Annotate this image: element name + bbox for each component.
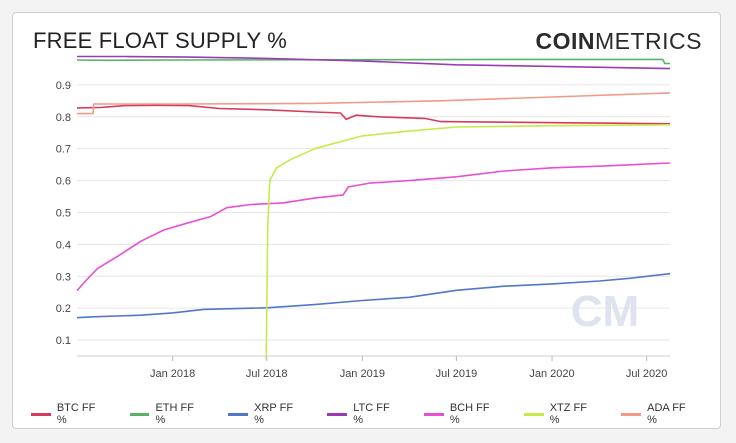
legend-item-xtz[interactable]: XTZ FF % bbox=[523, 402, 599, 426]
legend-swatch bbox=[621, 412, 642, 416]
series-line-ada bbox=[77, 92, 671, 115]
y-tick-label: 0.3 bbox=[56, 271, 71, 283]
logo-light-text: METRICS bbox=[595, 28, 702, 54]
logo-bold-text: COIN bbox=[535, 28, 595, 54]
line-chart: CM 0.10.20.30.40.50.60.70.80.9 Jan 2018 J… bbox=[56, 55, 671, 380]
legend-item-ltc[interactable]: LTC FF % bbox=[327, 402, 402, 426]
legend-swatch bbox=[129, 412, 150, 416]
legend-label: BTC FF % bbox=[56, 402, 96, 426]
legend-item-eth[interactable]: ETH FF % bbox=[129, 402, 207, 426]
x-tick-label: Jul 2018 bbox=[246, 368, 288, 380]
legend-swatch bbox=[31, 412, 51, 416]
cm-watermark: CM bbox=[571, 287, 639, 336]
legend-item-bch[interactable]: BCH FF % bbox=[424, 402, 502, 426]
series-group bbox=[76, 55, 671, 360]
legend-swatch bbox=[327, 412, 348, 416]
y-tick-label: 0.7 bbox=[56, 144, 71, 156]
legend-swatch bbox=[523, 412, 544, 416]
legend-label: LTC FF % bbox=[353, 402, 390, 426]
legend-swatch bbox=[228, 412, 249, 416]
series-line-xtz bbox=[265, 124, 671, 360]
legend-item-btc[interactable]: BTC FF % bbox=[31, 402, 108, 426]
legend: BTC FF % ETH FF % XRP FF % LTC FF % BCH FF %… bbox=[31, 402, 720, 426]
legend-label: ADA FF % bbox=[647, 402, 686, 426]
series-line-bch bbox=[76, 162, 671, 292]
legend-label: ETH FF % bbox=[155, 402, 194, 426]
legend-label: BCH FF % bbox=[449, 402, 490, 426]
x-tick-label: Jan 2018 bbox=[150, 368, 195, 380]
x-tick-label: Jul 2019 bbox=[436, 368, 478, 380]
series-line-eth bbox=[76, 58, 670, 65]
coinmetrics-logo: COINMETRICS bbox=[536, 28, 703, 55]
legend-label: XTZ FF % bbox=[549, 402, 587, 426]
y-tick-label: 0.1 bbox=[56, 335, 71, 347]
x-tick-label: Jul 2020 bbox=[626, 368, 668, 380]
legend-swatch bbox=[424, 412, 444, 416]
x-axis: Jan 2018 Jul 2018 Jan 2019 Jul 2019 Jan 2020… bbox=[77, 355, 670, 380]
chart-card: FREE FLOAT SUPPLY % COINMETRICS CM 0.1 0.… bbox=[12, 12, 721, 429]
series-line-btc bbox=[76, 104, 671, 125]
series-line-ltc bbox=[77, 55, 671, 70]
y-tick-label: 0.4 bbox=[56, 239, 71, 251]
y-tick-label: 0.9 bbox=[56, 80, 71, 92]
legend-item-ada[interactable]: ADA FF % bbox=[621, 402, 698, 426]
y-tick-label: 0.2 bbox=[56, 303, 71, 315]
x-tick-label: Jan 2019 bbox=[340, 368, 385, 380]
x-tick-label: Jan 2020 bbox=[529, 368, 574, 380]
y-axis: 0.1 0.2 0.3 0.4 0.5 0.6 0.7 0.8 0.9 bbox=[56, 80, 71, 347]
y-tick-label: 0.5 bbox=[56, 207, 71, 219]
legend-label: XRP FF % bbox=[254, 402, 294, 426]
y-tick-label: 0.6 bbox=[56, 176, 71, 188]
series-line-xrp bbox=[76, 272, 671, 319]
legend-item-xrp[interactable]: XRP FF % bbox=[228, 402, 305, 426]
chart-title: FREE FLOAT SUPPLY % bbox=[33, 28, 288, 53]
y-tick-label: 0.8 bbox=[56, 112, 71, 124]
